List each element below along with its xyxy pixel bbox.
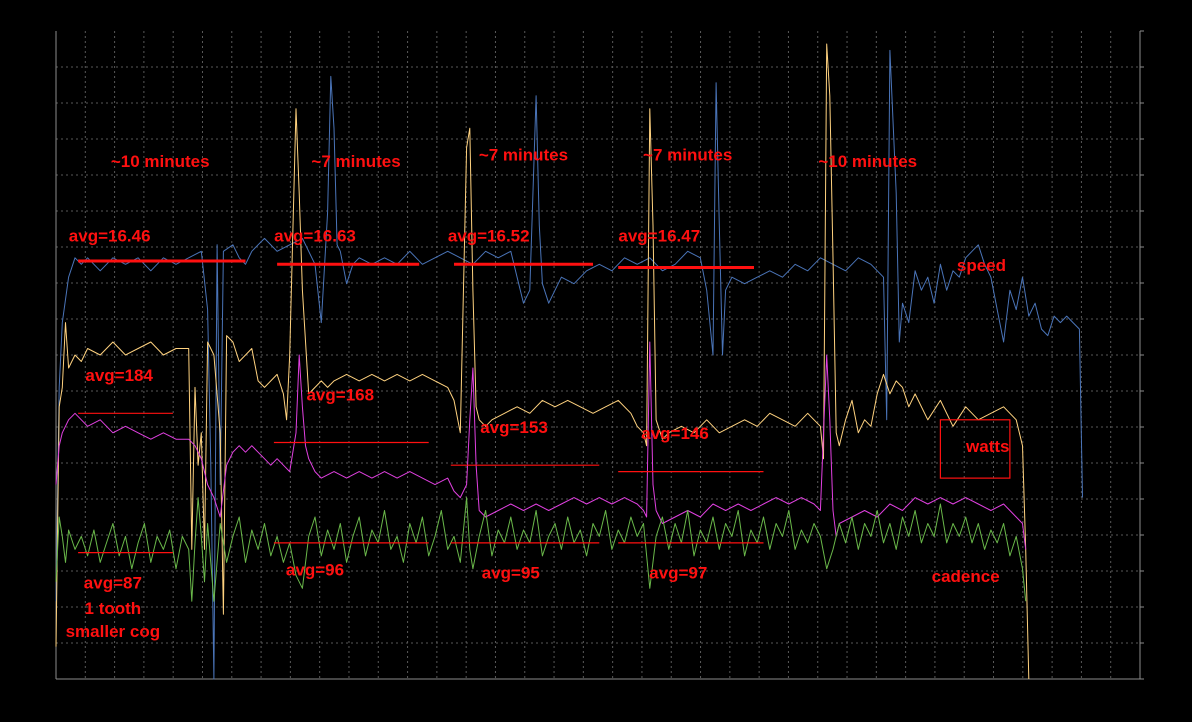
annotation-label: ~10 minutes xyxy=(818,152,917,171)
annotation-label: ~7 minutes xyxy=(311,152,400,171)
annotation-label: avg=96 xyxy=(286,560,344,579)
annotation-label: avg=153 xyxy=(480,418,548,437)
annotation-label: cadence xyxy=(932,567,1000,586)
annotation-label: avg=87 xyxy=(84,573,142,592)
annotation-label: ~10 minutes xyxy=(111,152,210,171)
series-lines xyxy=(55,43,1083,680)
series-speed xyxy=(55,49,1083,680)
series-line xyxy=(55,341,1027,550)
annotation-label: avg=16.47 xyxy=(618,227,700,246)
annotation-label: watts xyxy=(965,437,1009,456)
annotation-label: avg=184 xyxy=(85,366,153,385)
annotation-label: speed xyxy=(957,256,1006,275)
gridlines xyxy=(56,31,1140,679)
annotations: ~10 minutes ~7 minutes ~7 minutes ~7 minute… xyxy=(66,146,1011,641)
annotation-label: avg=97 xyxy=(649,564,707,583)
annotation-label: avg=16.46 xyxy=(69,227,151,246)
highlight-box xyxy=(939,419,1011,479)
annotation-label: 1 tooth xyxy=(85,599,142,618)
series-watts xyxy=(55,43,1030,680)
annotation-label: avg=168 xyxy=(306,385,374,404)
annotation-label: avg=95 xyxy=(482,564,540,583)
annotation-label: smaller cog xyxy=(66,622,161,641)
annotation-label: avg=146 xyxy=(641,424,709,443)
annotation-label: avg=16.52 xyxy=(448,227,530,246)
annotation-label: ~7 minutes xyxy=(643,146,732,165)
series-cadence xyxy=(55,497,1027,602)
annotation-label: avg=16.63 xyxy=(274,227,356,246)
annotation-label: ~7 minutes xyxy=(479,146,568,165)
